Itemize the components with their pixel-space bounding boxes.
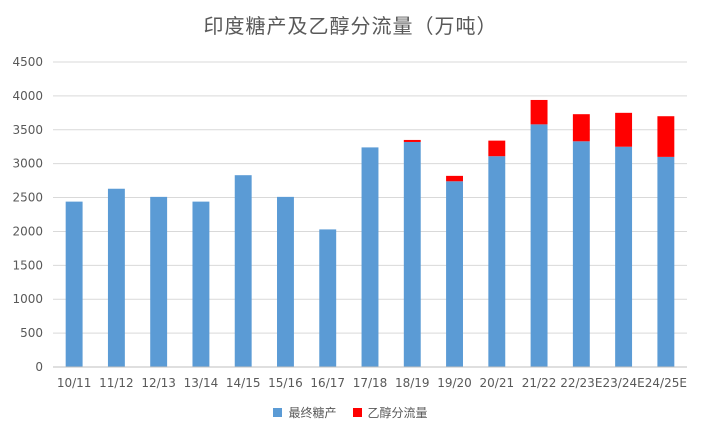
bar-ethanol <box>615 112 633 147</box>
bar-sugar <box>446 181 463 367</box>
bars <box>65 99 675 367</box>
legend-swatch-sugar <box>273 408 283 417</box>
x-tick-label: 15/16 <box>268 376 303 390</box>
bar-sugar <box>488 156 506 367</box>
y-tick-label: 1500 <box>12 258 43 272</box>
x-tick-label: 18/19 <box>395 376 430 390</box>
bar-sugar <box>65 201 83 367</box>
bar-sugar <box>615 146 633 367</box>
y-tick-label: 3000 <box>12 157 43 171</box>
legend-item-ethanol: 乙醇分流量 <box>352 404 428 421</box>
y-tick-label: 4000 <box>12 89 43 103</box>
y-tick-label: 4500 <box>12 55 43 69</box>
bar-ethanol <box>403 139 421 142</box>
bar-ethanol <box>657 116 675 157</box>
y-tick-label: 1000 <box>12 292 43 306</box>
x-tick-label: 14/15 <box>226 376 261 390</box>
x-tick-label: 23/24E <box>603 376 645 390</box>
y-axis-ticks: 0 500 1000 1500 2000 2500 3000 3500 4000 4500 <box>12 55 43 374</box>
x-tick-label: 16/17 <box>310 376 345 390</box>
bar-sugar <box>657 156 675 367</box>
legend-swatch-ethanol <box>352 408 362 417</box>
bar-sugar <box>319 229 337 367</box>
legend: 最终糖产 乙醇分流量 <box>0 404 701 421</box>
x-tick-label: 10/11 <box>57 376 92 390</box>
bar-sugar <box>403 141 421 367</box>
y-tick-label: 2500 <box>12 191 43 205</box>
legend-label-ethanol: 乙醇分流量 <box>367 406 428 420</box>
x-axis-ticks: 10/11 11/12 12/13 13/14 14/15 15/16 16/17 17/18… <box>57 376 687 390</box>
bar-sugar <box>234 175 252 367</box>
legend-label-sugar: 最终糖产 <box>288 406 337 420</box>
x-tick-label: 21/22 <box>522 376 557 390</box>
y-tick-label: 2000 <box>12 224 43 238</box>
y-tick-label: 3500 <box>12 123 43 137</box>
bar-sugar <box>107 188 125 367</box>
bar-ethanol <box>572 114 590 142</box>
y-tick-label: 500 <box>20 326 43 340</box>
bar-sugar <box>277 196 294 367</box>
x-tick-label: 19/20 <box>437 376 472 390</box>
legend-item-sugar: 最终糖产 <box>273 404 337 421</box>
bar-sugar <box>361 147 379 367</box>
bar-sugar <box>572 141 590 367</box>
bar-ethanol <box>488 140 506 157</box>
bar-ethanol <box>530 99 548 125</box>
x-tick-label: 13/14 <box>184 376 219 390</box>
x-tick-label: 20/21 <box>480 376 515 390</box>
y-tick-label: 0 <box>35 360 43 374</box>
x-tick-label: 22/23E <box>560 376 602 390</box>
bar-ethanol <box>446 175 463 182</box>
chart-title: 印度糖产及乙醇分流量（万吨） <box>203 14 498 38</box>
x-tick-label: 11/12 <box>99 376 134 390</box>
bar-sugar <box>150 196 168 367</box>
x-tick-label: 12/13 <box>141 376 176 390</box>
bar-sugar <box>530 124 548 367</box>
x-tick-label: 24/25E <box>645 376 687 390</box>
bar-sugar <box>192 201 210 367</box>
x-tick-label: 17/18 <box>353 376 388 390</box>
